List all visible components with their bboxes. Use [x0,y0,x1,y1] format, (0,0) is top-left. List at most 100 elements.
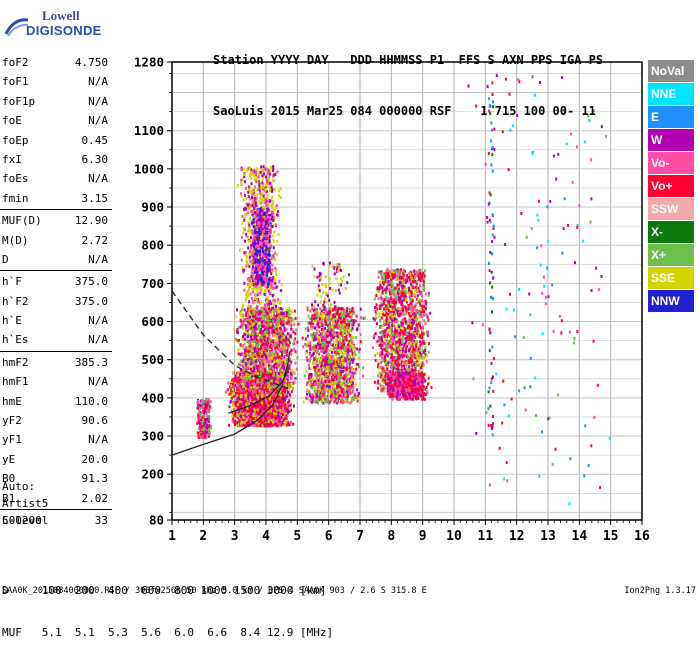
data-point [264,404,266,407]
data-point [277,233,279,236]
data-point [261,390,263,393]
data-point [296,356,298,359]
data-point [254,186,256,189]
data-point [280,289,282,292]
data-point [271,195,273,198]
data-point [202,422,204,425]
data-point [248,285,250,288]
data-point [244,338,246,341]
data-point [279,365,281,368]
data-point [259,197,261,200]
data-point [254,308,256,311]
data-point [261,339,263,342]
data-point [197,414,199,417]
data-point [260,350,262,353]
data-point [264,408,266,411]
data-point [278,356,280,359]
data-point [239,373,241,376]
data-point [227,388,229,391]
data-point [245,330,247,333]
data-point [264,354,266,357]
data-point [248,300,250,303]
data-point [245,412,247,415]
data-point [261,381,263,384]
data-point [290,385,292,388]
data-point [245,326,247,329]
data-point [281,312,283,315]
data-point [264,369,266,372]
data-point [274,343,276,346]
data-point [290,336,292,339]
data-point [197,400,199,403]
data-point [278,416,280,419]
data-point [254,410,256,413]
data-point [270,166,272,169]
data-point [259,315,261,318]
data-point [253,413,255,416]
data-point [286,314,288,317]
data-point [240,398,242,401]
data-point [262,325,264,328]
data-point [278,190,280,193]
data-point [242,385,244,388]
data-point [265,394,267,397]
data-point [251,182,253,185]
data-point [246,403,248,406]
data-point [260,186,262,189]
data-point [264,323,266,326]
data-point [281,369,283,372]
data-point [277,320,279,323]
data-point [290,372,292,375]
data-point [270,302,272,305]
data-point [263,165,265,168]
data-point [268,331,270,334]
data-point [236,399,238,402]
data-point [256,384,258,387]
data-point [253,340,255,343]
data-point [258,200,260,203]
data-point [283,396,285,399]
data-point [288,307,290,310]
data-point [251,406,253,409]
data-point [280,187,282,190]
data-point [261,321,263,324]
data-point [264,293,266,296]
data-point [237,403,239,406]
data-point [273,329,275,332]
data-point [247,323,249,326]
data-point [243,227,245,230]
data-point [260,292,262,295]
data-point [247,396,249,399]
data-point [249,191,251,194]
data-point [250,293,252,296]
data-point [246,256,248,259]
data-point [249,313,251,316]
data-point [249,174,251,177]
data-point [278,280,280,283]
data-point [242,304,244,307]
data-point [244,240,246,243]
data-point [285,336,287,339]
data-point [276,377,278,380]
data-point [276,346,278,349]
data-point [245,265,247,268]
data-point [277,341,279,344]
data-point [204,435,206,438]
data-point [283,317,285,320]
data-point [253,383,255,386]
data-point [284,424,286,427]
data-point [242,266,244,269]
data-point [240,360,242,363]
data-point [249,360,251,363]
data-point [287,332,289,335]
data-point [238,348,240,351]
data-point [203,428,205,431]
data-point [207,415,209,418]
data-point [241,395,243,398]
data-point [279,423,281,426]
data-point [271,415,273,418]
data-point [242,215,244,218]
data-point [271,357,273,360]
data-point [255,338,257,341]
data-point [243,289,245,292]
